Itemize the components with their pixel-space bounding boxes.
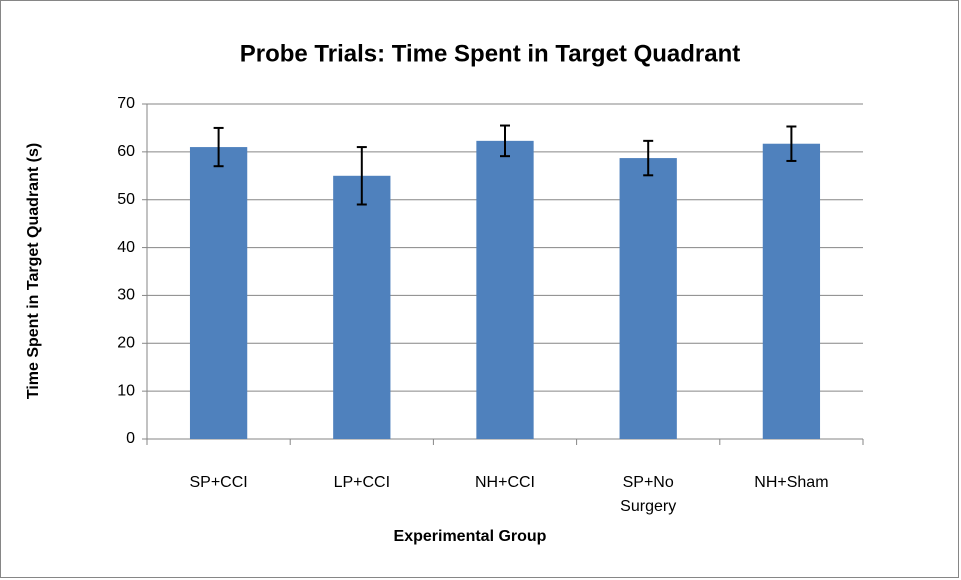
bar xyxy=(333,175,391,440)
error-bar xyxy=(500,124,510,158)
bar xyxy=(762,143,821,439)
error-bar xyxy=(356,146,367,206)
bar xyxy=(619,158,677,440)
x-tick-label: LP+CCI xyxy=(333,474,391,491)
error-bar xyxy=(786,125,797,162)
chart-title: Probe Trials: Time Spent in Target Quadr… xyxy=(240,40,741,67)
y-tick-label: 0 xyxy=(126,430,135,447)
x-tick-label: SP+No Surgery xyxy=(620,474,677,515)
y-tick-label: 30 xyxy=(117,287,135,304)
y-axis-title: Time Spent in Target Quadrant (s) xyxy=(25,143,42,399)
bar xyxy=(476,140,534,439)
error-bar xyxy=(213,126,224,168)
x-tick-label: SP+CCI xyxy=(189,474,248,491)
y-tick-label: 70 xyxy=(117,95,135,112)
y-tick-label: 20 xyxy=(117,335,135,352)
y-tick-label: 50 xyxy=(117,191,135,208)
y-tick-label: 40 xyxy=(117,239,135,256)
x-tick-label: NH+CCI xyxy=(474,474,535,491)
x-tick-label: NH+Sham xyxy=(754,474,829,491)
x-axis-title: Experimental Group xyxy=(394,528,547,545)
y-tick-label: 10 xyxy=(117,382,135,399)
error-bar xyxy=(643,139,654,177)
bar xyxy=(189,147,248,440)
y-tick-label: 60 xyxy=(117,143,135,160)
